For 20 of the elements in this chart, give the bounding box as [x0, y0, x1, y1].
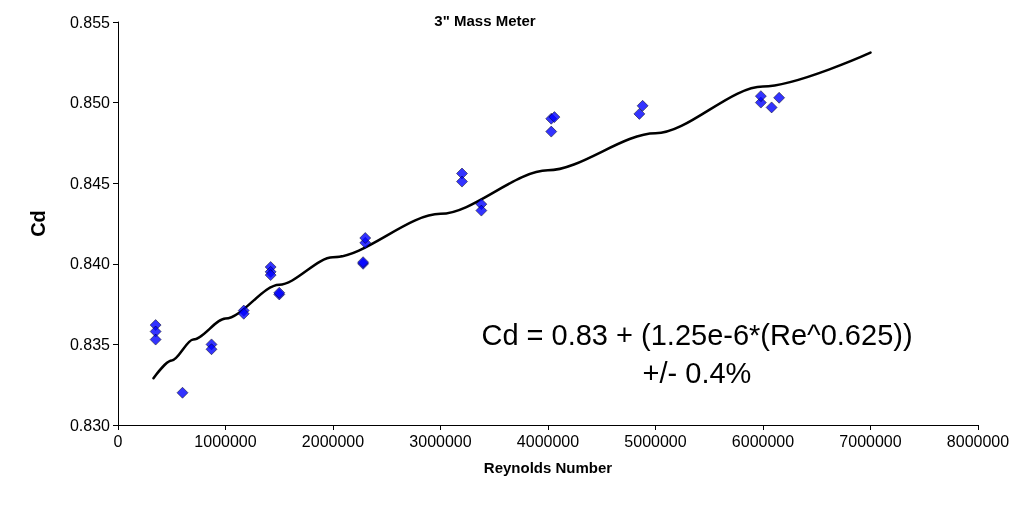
- y-tick-label: 0.840: [69, 255, 111, 273]
- y-tick-label: 0.845: [69, 174, 111, 192]
- x-tick-label: 1000000: [194, 432, 257, 450]
- chart-title: 3" Mass Meter: [434, 12, 536, 29]
- y-tick-label: 0.855: [69, 13, 111, 31]
- x-tick-label: 8000000: [946, 432, 1010, 450]
- x-tick-label: 0: [113, 432, 123, 450]
- x-tick-label: 7000000: [839, 432, 902, 450]
- y-axis-title: Cd: [27, 210, 49, 237]
- x-tick-label: 3000000: [409, 432, 472, 450]
- y-tick-label: 0.835: [69, 335, 111, 353]
- x-tick-label: 4000000: [516, 432, 580, 450]
- x-tick-label: 6000000: [731, 432, 795, 450]
- annotation: Cd = 0.83 + (1.25e-6*(Re^0.625)): [481, 319, 913, 351]
- annotation: +/- 0.4%: [642, 357, 752, 389]
- x-tick-label: 2000000: [301, 432, 365, 450]
- x-axis-title: Reynolds Number: [483, 459, 613, 476]
- y-tick-label: 0.850: [69, 94, 111, 112]
- y-tick-label: 0.830: [69, 416, 111, 434]
- x-tick-label: 5000000: [624, 432, 687, 450]
